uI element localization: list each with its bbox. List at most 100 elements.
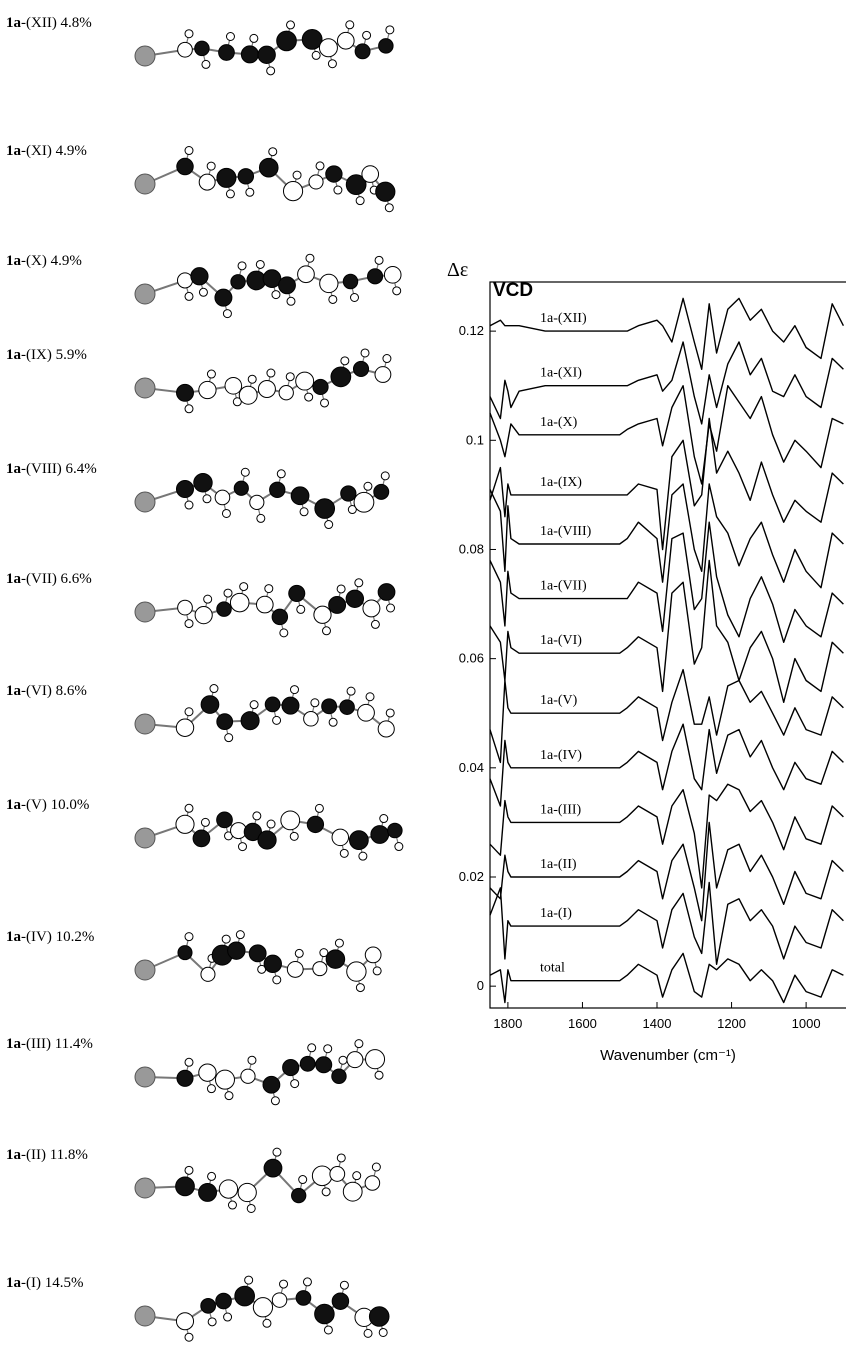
chlorine [134,45,156,67]
conformer-text: -(X) 4.9% [21,253,82,269]
hydrogen [207,1317,217,1327]
hydrogen [319,948,329,958]
series-label: 1a-(II) [540,857,577,872]
hydrogen [237,261,247,271]
compound: 1a [6,929,22,945]
atom [330,366,352,388]
chlorine [134,1066,156,1088]
hydrogen [252,811,262,821]
atom [342,273,359,290]
series-line [489,821,844,922]
atom [315,1056,333,1074]
atom [373,483,390,500]
atom [303,711,319,727]
conformer-text: -(II) 11.8% [21,1147,88,1163]
hydrogen [184,1165,194,1175]
hydrogen [184,146,194,156]
hydrogen [235,930,245,940]
atom [299,1055,316,1072]
conformer-text: -(IX) 5.9% [21,347,87,363]
atom [352,360,370,378]
hydrogen [324,520,334,530]
hydrogen [223,1312,233,1322]
series-line [489,723,844,807]
atom [295,1290,312,1306]
y-tick-label: 0.02 [459,869,484,884]
hydrogen [323,1044,333,1054]
y-tick-label: 0.08 [459,541,484,556]
chlorine [134,827,156,849]
atom [345,589,365,609]
series-line [489,483,844,589]
atom [368,1306,390,1327]
atom [218,44,235,61]
hydrogen [311,50,321,60]
hydrogen [203,594,213,604]
hydrogen [346,686,356,696]
atom [282,1059,300,1077]
atom [200,1297,217,1314]
atom [346,961,367,982]
y-axis-label: Δε [447,259,468,281]
hydrogen [246,1203,256,1213]
compound: 1a [6,683,22,699]
hydrogen [310,698,320,708]
atom [319,273,339,294]
hydrogen [268,147,278,157]
series-label: 1a-(VIII) [540,524,592,539]
atom [348,830,369,851]
hydrogen [285,372,295,382]
conformer-label: 1a-(XI) 4.9% [6,143,87,159]
atom [175,814,195,834]
conformer-label: 1a-(IV) 10.2% [6,929,94,945]
atom [311,1165,333,1187]
atom [194,606,213,625]
series-line [489,521,844,643]
y-tick-label: 0.1 [466,432,484,447]
hydrogen [328,717,338,727]
hydrogen [221,508,231,518]
atom [291,1187,307,1204]
atom [331,1068,347,1084]
hydrogen [345,20,355,30]
atom [321,698,338,715]
hydrogen [355,196,365,206]
hydrogen [371,1162,381,1172]
hydrogen [334,938,344,948]
hydrogen [320,398,330,408]
hydrogen [321,1187,331,1197]
series-line [489,881,844,965]
atom [308,174,324,190]
atom [243,822,262,842]
conformer-label: 1a-(I) 14.5% [6,1275,83,1291]
hydrogen [374,1070,384,1080]
atom [200,966,216,982]
atom [252,1297,274,1318]
hydrogen [206,161,216,171]
hydrogen [385,25,395,35]
atom [313,605,332,624]
series-line [489,341,844,425]
hydrogen [270,1096,280,1106]
atom [331,1292,350,1310]
hydrogen [266,66,276,76]
hydrogen [232,397,242,407]
atom [301,29,323,50]
atom [342,1181,363,1202]
atom [176,383,194,402]
atom [306,815,325,834]
atom [176,272,194,289]
atom [263,1158,283,1178]
hydrogen [198,287,208,297]
atom [214,288,233,307]
hydrogen [206,369,216,379]
atom [240,711,260,731]
hydrogen [289,831,299,841]
atom [233,480,249,496]
x-tick-label: 1400 [643,1016,672,1031]
series-label: 1a-(XII) [540,311,587,326]
hydrogen [328,294,338,304]
series-line [489,385,844,485]
